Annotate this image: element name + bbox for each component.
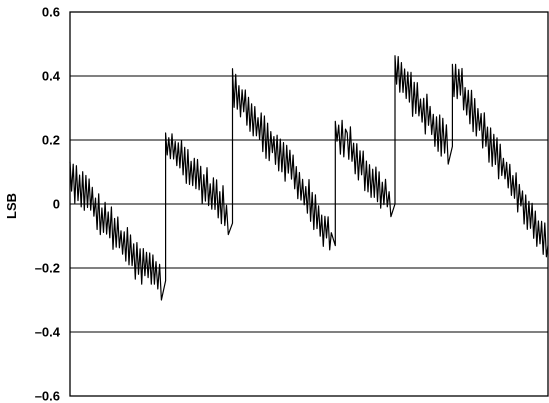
- y-tick-label: –0.6: [35, 389, 60, 403]
- y-tick-label: 0.6: [42, 5, 60, 20]
- y-axis-label: LSB: [4, 193, 19, 219]
- gridlines: [70, 11, 548, 397]
- y-tick-labels: 0.6 0.4 0.2 0 –0.2 –0.4 –0.6: [35, 5, 61, 403]
- series-line: [69, 55, 549, 301]
- series-layer: [69, 55, 549, 301]
- y-tick-label: –0.2: [35, 261, 60, 276]
- y-tick-label: 0.2: [42, 133, 60, 148]
- plot-frame: [69, 11, 549, 397]
- y-tick-label: 0: [53, 197, 60, 212]
- y-tick-label: 0.4: [42, 69, 61, 84]
- y-tick-label: –0.4: [35, 325, 61, 340]
